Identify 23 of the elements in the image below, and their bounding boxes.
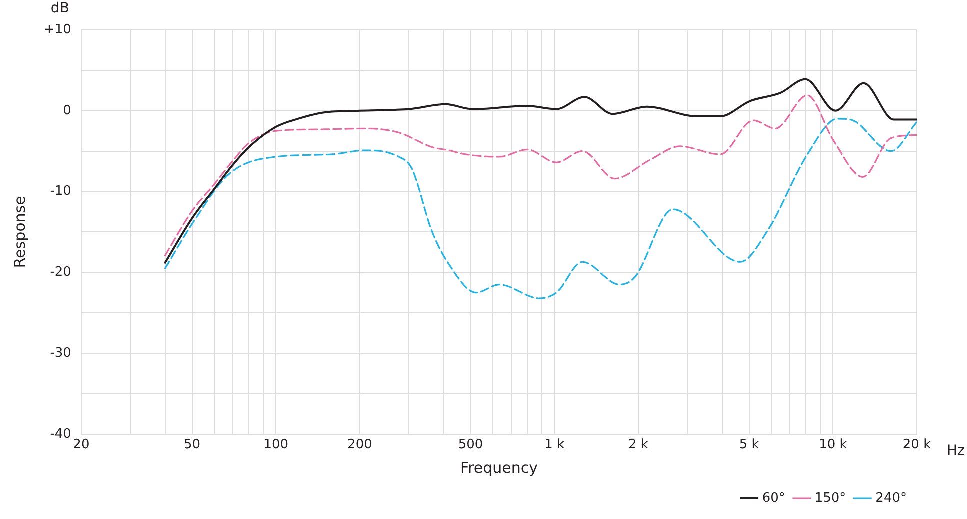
y-tick-label: -20 (50, 265, 72, 280)
x-tick-label: 1 k (544, 438, 566, 453)
x-tick-label: 100 (264, 438, 289, 453)
x-tick-label: 10 k (819, 438, 848, 453)
text: dB (50, 0, 70, 17)
x-axis-title: Frequency (460, 458, 538, 477)
y-tick-label: -30 (50, 346, 72, 361)
x-tick-label: 200 (348, 438, 372, 453)
legend-label: 150° (814, 490, 846, 506)
y-tick-label: +10 (44, 22, 72, 38)
y-tick-label: -10 (50, 184, 72, 200)
x-tick-label: 20 (73, 438, 90, 453)
y-axis-title: Response (10, 196, 29, 268)
x-tick-label: 5 k (739, 438, 760, 453)
legend-label: 240° (876, 490, 908, 506)
text: Hz (947, 443, 965, 460)
legend-label: 60° (762, 490, 786, 506)
x-tick-label: 20 k (902, 438, 932, 453)
y-tick-label: -40 (50, 426, 72, 442)
x-tick-label: 2 k (628, 438, 649, 453)
x-tick-label: 50 (184, 438, 201, 453)
x-tick-label: 500 (458, 438, 484, 453)
y-tick-label: 0 (63, 103, 72, 118)
